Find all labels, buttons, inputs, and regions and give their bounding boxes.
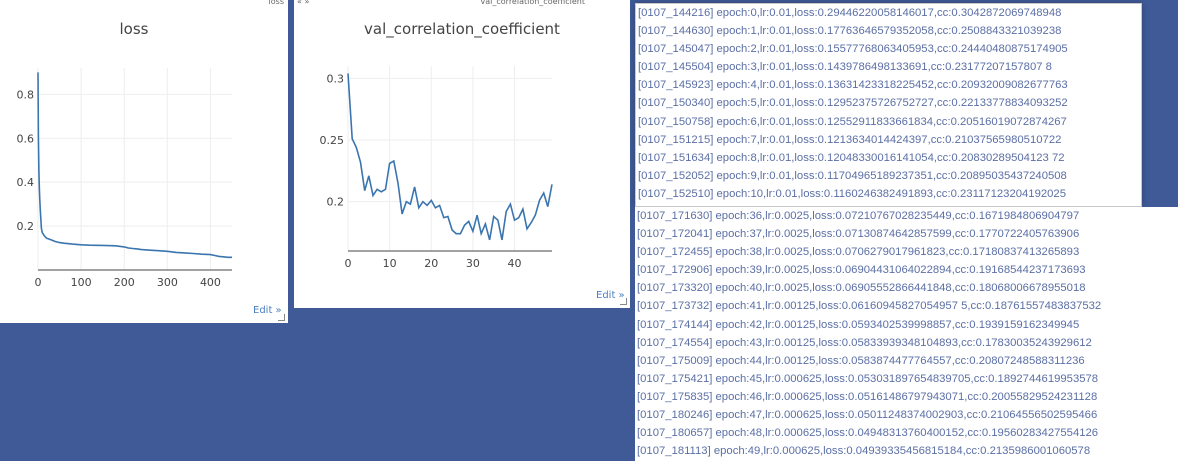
log-line: [0107_172041] epoch:37,lr:0.0025,loss:0.… xyxy=(637,228,1080,241)
log-line: [0107_152052] epoch:9,lr:0.01,loss:0.117… xyxy=(638,169,1067,182)
log-line: [0107_145047] epoch:2,lr:0.01,loss:0.155… xyxy=(638,43,1068,56)
log-line: [0107_144216] epoch:0,lr:0.01,loss:0.294… xyxy=(638,7,1062,19)
resize-handle-icon[interactable] xyxy=(620,298,627,305)
log-line: [0107_145504] epoch:3,lr:0.01,loss:0.143… xyxy=(638,61,1052,74)
log-line: [0107_180657] epoch:48,lr:0.000625,loss:… xyxy=(637,427,1099,440)
log-line: [0107_150340] epoch:5,lr:0.01,loss:0.129… xyxy=(638,97,1068,110)
loss-edit-link[interactable]: Edit » xyxy=(253,305,282,316)
loss-chart-title: loss xyxy=(119,20,149,38)
log-line: [0107_181113] epoch:49,lr:0.000625,loss:… xyxy=(637,445,1091,458)
val-chart-title: val_correlation_coefficient xyxy=(364,20,560,38)
log-line: [0107_175421] epoch:45,lr:0.000625,loss:… xyxy=(637,372,1099,385)
loss-x-tick-label: 400 xyxy=(200,276,221,289)
val-y-tick-label: 0.2 xyxy=(327,196,345,209)
val-series-line xyxy=(347,73,553,241)
loss-chart-panel: loss loss 0.2 0.4 0.6 0.8 0 100 200 300 400 Edit… xyxy=(0,0,288,323)
log-panel: [0107_171630] epoch:36,lr:0.0025,loss:0.… xyxy=(635,207,1178,461)
log-line: [0107_174554] epoch:43,lr:0.00125,loss:0… xyxy=(637,336,1092,349)
log-line: [0107_175835] epoch:46,lr:0.000625,loss:… xyxy=(637,390,1098,403)
log-line: [0107_180246] epoch:47,lr:0.000625,loss:… xyxy=(637,409,1098,422)
log-line: [0107_145923] epoch:4,lr:0.01,loss:0.136… xyxy=(638,79,1068,92)
val-x-tick-label: 40 xyxy=(508,257,522,270)
loss-y-tick-label: 0.8 xyxy=(17,88,35,101)
log-line: [0107_175009] epoch:44,lr:0.00125,loss:0… xyxy=(637,354,1085,367)
val-tab-label: val_correlation_coefficient xyxy=(480,0,585,6)
log-line: [0107_144630] epoch:1,lr:0.01,loss:0.177… xyxy=(638,25,1062,38)
log-popup: [0107_144216] epoch:0,lr:0.01,loss:0.294… xyxy=(635,3,1142,207)
loss-y-tick-label: 0.6 xyxy=(17,132,35,145)
log-line: [0107_171630] epoch:36,lr:0.0025,loss:0.… xyxy=(637,210,1080,222)
loss-chart: 0.2 0.4 0.6 0.8 0 100 200 300 400 xyxy=(17,68,232,289)
log-line: [0107_172455] epoch:38,lr:0.0025,loss:0.… xyxy=(637,246,1080,259)
loss-x-tick-label: 200 xyxy=(114,276,135,289)
log-line: [0107_151634] epoch:8,lr:0.01,loss:0.120… xyxy=(638,151,1065,164)
log-line: [0107_150758] epoch:6,lr:0.01,loss:0.125… xyxy=(638,115,1067,128)
loss-y-tick-label: 0.2 xyxy=(17,220,35,233)
val-x-tick-label: 0 xyxy=(345,257,352,270)
loss-x-tick-label: 300 xyxy=(157,276,178,289)
log-line: [0107_172906] epoch:39,lr:0.0025,loss:0.… xyxy=(637,264,1086,277)
val-y-tick-label: 0.3 xyxy=(327,72,345,85)
loss-x-tick-label: 0 xyxy=(35,276,42,289)
log-line: [0107_173732] epoch:41,lr:0.00125,loss:0… xyxy=(637,300,1102,313)
loss-tab-label: loss xyxy=(268,0,284,6)
val-y-tick-label: 0.25 xyxy=(320,134,345,147)
loss-y-tick-label: 0.4 xyxy=(17,176,35,189)
panel-nav-arrows[interactable]: « » xyxy=(297,0,310,6)
loss-x-tick-label: 100 xyxy=(71,276,92,289)
loss-series-line xyxy=(37,72,232,259)
val-x-tick-label: 20 xyxy=(424,257,438,270)
log-line: [0107_151215] epoch:7,lr:0.01,loss:0.121… xyxy=(638,133,1062,146)
log-line: [0107_174144] epoch:42,lr:0.00125,loss:0… xyxy=(637,318,1080,331)
val-x-tick-label: 30 xyxy=(466,257,480,270)
resize-handle-icon[interactable] xyxy=(278,314,285,321)
val-chart-panel: « » val_correlation_coefficient val_corr… xyxy=(294,0,630,308)
val-edit-link[interactable]: Edit » xyxy=(596,290,625,301)
log-line: [0107_173320] epoch:40,lr:0.0025,loss:0.… xyxy=(637,282,1086,295)
log-line: [0107_152510] epoch:10,lr:0.01,loss:0.11… xyxy=(638,187,1066,200)
val-chart: 0.2 0.25 0.3 0 10 20 30 40 xyxy=(320,66,553,270)
val-x-tick-label: 10 xyxy=(383,257,397,270)
